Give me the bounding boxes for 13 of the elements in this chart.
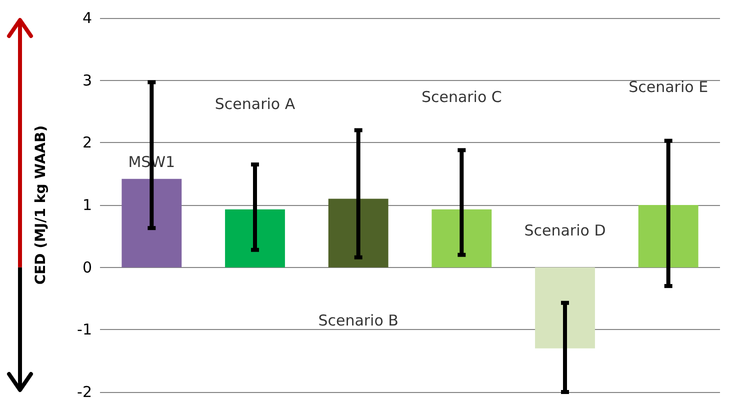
- x-tick-label: Scenario A: [214, 95, 296, 114]
- y-tick-label: 3: [82, 71, 92, 90]
- y-tick-label: 0: [82, 258, 92, 276]
- y-axis-title: CED (MJ/1 kg WAAB): [33, 125, 49, 285]
- y-tick-label: -1: [77, 320, 92, 339]
- y-tick-label: -2: [77, 383, 92, 401]
- x-tick-label: Scenario B: [318, 311, 398, 330]
- y-tick-label: 4: [82, 9, 92, 27]
- x-tick-label: Scenario E: [628, 78, 708, 96]
- x-tick-label: Scenario C: [421, 88, 502, 106]
- y-tick-label: 1: [82, 196, 92, 214]
- y-tick-label: 2: [82, 134, 92, 152]
- x-tick-label: Scenario D: [524, 222, 606, 240]
